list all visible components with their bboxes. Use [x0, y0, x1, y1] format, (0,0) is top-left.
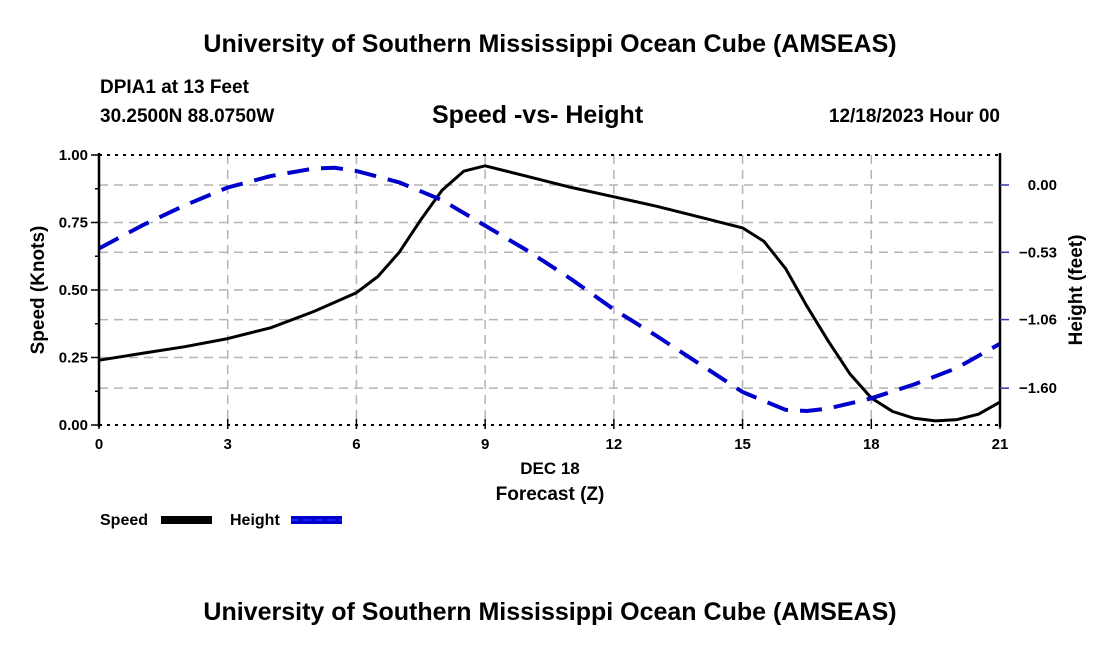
- y-axis-label: Speed (Knots): [28, 226, 49, 355]
- axes-layer: 0 3 6 9 12 15 18 21 0.00 0.25 0.50 0.75 1.00 0.00 −0.5…: [59, 147, 1057, 453]
- x-tick-label: 6: [352, 436, 360, 453]
- x-tick-label: 12: [606, 436, 623, 453]
- y-tick-label: 0.50: [59, 282, 88, 299]
- y-tick-label: 0.75: [59, 215, 88, 232]
- station-label: DPIA1 at 13 Feet: [100, 77, 249, 98]
- series-line-speed: [98, 164, 1001, 423]
- y2-axis-label: Height (feet): [1066, 235, 1087, 346]
- footer-title: University of Southern Mississippi Ocean…: [203, 598, 897, 626]
- coordinates-label: 30.2500N 88.0750W: [100, 106, 275, 127]
- legend-height-label: Height: [230, 512, 280, 529]
- series-line-height: [98, 165, 1001, 413]
- x-tick-label: 15: [734, 436, 751, 453]
- y2-tick-label: 0.00: [1028, 177, 1057, 194]
- legend: Speed Height: [100, 512, 342, 529]
- forecast-datetime: 12/18/2023 Hour 00: [828, 106, 1000, 127]
- y-tick-label: 1.00: [59, 147, 88, 164]
- legend-speed-label: Speed: [100, 512, 148, 529]
- series-layer: [98, 164, 1001, 423]
- x-axis-date-label: DEC 18: [520, 459, 580, 478]
- y-tick-label: 0.00: [59, 417, 88, 434]
- grid-lines: [99, 155, 1000, 425]
- x-tick-label: 21: [992, 436, 1009, 453]
- x-tick-label: 3: [224, 436, 232, 453]
- x-axis-label: Forecast (Z): [496, 484, 605, 505]
- main-title: University of Southern Mississippi Ocean…: [203, 30, 897, 58]
- y2-tick-label: −1.60: [1019, 380, 1057, 397]
- y2-tick-label: −1.06: [1019, 312, 1057, 329]
- legend-speed-swatch: [161, 516, 212, 524]
- y2-tick-label: −0.53: [1019, 244, 1057, 261]
- chart-subtitle: Speed -vs- Height: [432, 101, 644, 129]
- x-tick-label: 18: [863, 436, 880, 453]
- x-tick-label: 9: [481, 436, 489, 453]
- y-tick-label: 0.25: [59, 350, 88, 367]
- x-tick-label: 0: [95, 436, 103, 453]
